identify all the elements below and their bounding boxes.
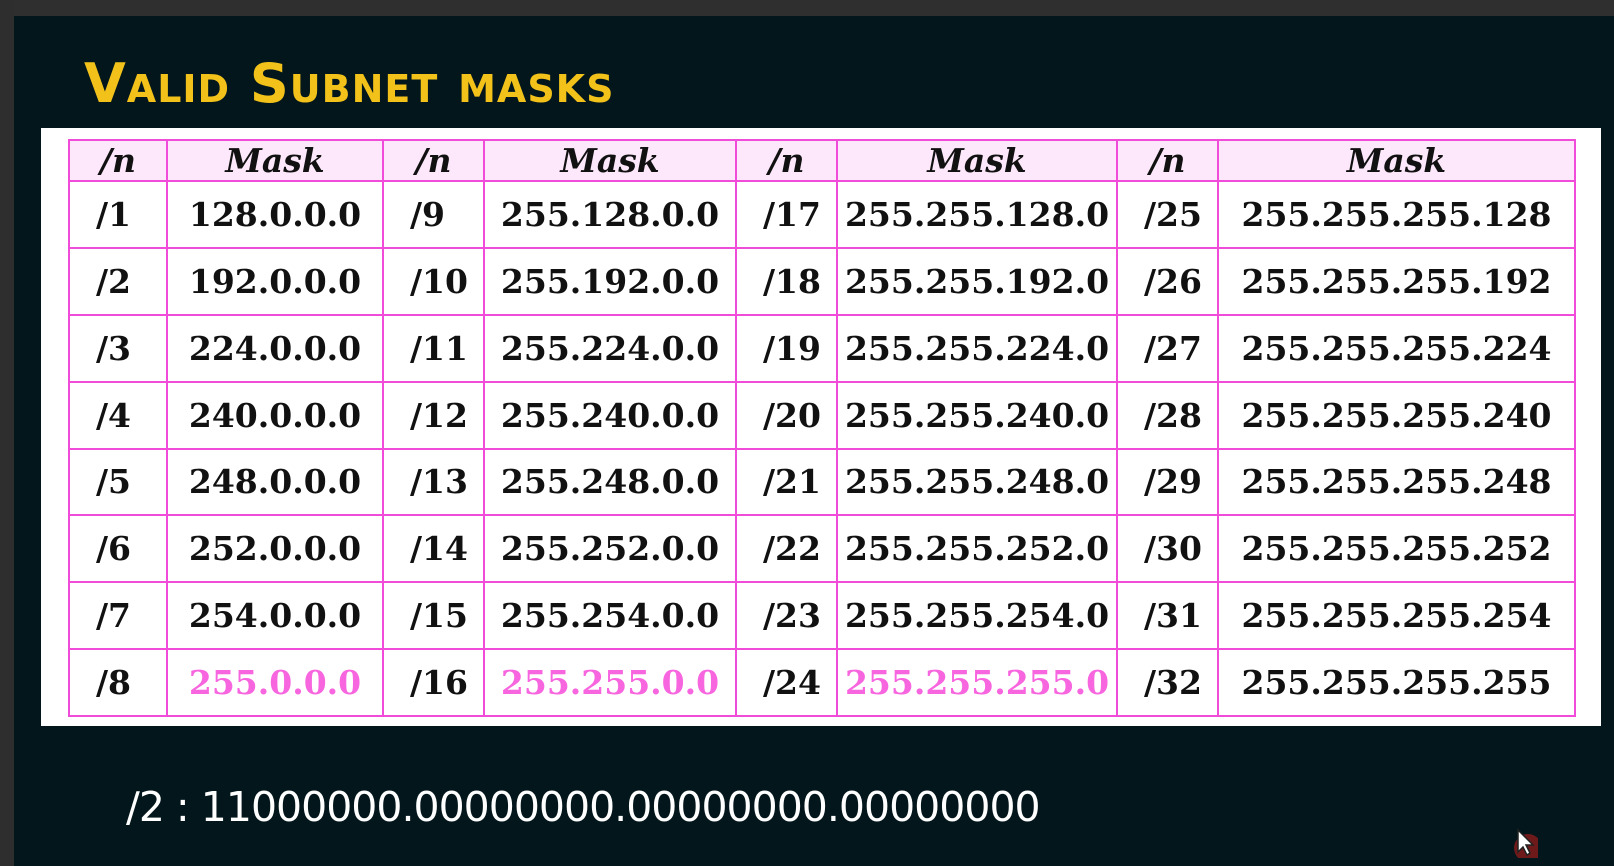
mask-cell: 255.128.0.0 — [483, 180, 737, 249]
mask-cell: 255.255.128.0 — [836, 180, 1118, 249]
prefix-cell: /2 — [68, 246, 168, 316]
header-mask: Mask — [166, 139, 384, 182]
prefix-cell: /18 — [735, 246, 838, 316]
mask-cell: 255.255.255.248 — [1217, 447, 1576, 517]
prefix-cell: /29 — [1116, 447, 1219, 517]
prefix-cell: /5 — [68, 447, 168, 517]
table-row: /1 128.0.0.0/9 255.128.0.0/17 255.255.128.0… — [68, 180, 1576, 249]
prefix-cell: /26 — [1116, 246, 1219, 316]
mask-cell: 255.255.192.0 — [836, 246, 1118, 316]
prefix-cell: /28 — [1116, 380, 1219, 450]
prefix-cell: /13 — [382, 447, 485, 517]
prefix-cell: /16 — [382, 648, 485, 717]
header-prefix: /n — [735, 139, 838, 182]
prefix-cell: /8 — [68, 648, 168, 717]
prefix-cell: /24 — [735, 648, 838, 717]
prefix-cell: /12 — [382, 380, 485, 450]
window-left-strip — [0, 0, 14, 866]
prefix-cell: /30 — [1116, 514, 1219, 584]
mask-cell: 248.0.0.0 — [166, 447, 384, 517]
mask-cell: 255.255.255.128 — [1217, 180, 1576, 249]
table-row: /4 240.0.0.0/12 255.240.0.0/20 255.255.240.… — [68, 380, 1576, 450]
header-mask: Mask — [836, 139, 1118, 182]
header-prefix: /n — [382, 139, 485, 182]
prefix-cell: /7 — [68, 581, 168, 651]
mask-cell: 255.255.255.252 — [1217, 514, 1576, 584]
mask-cell: 255.255.255.254 — [1217, 581, 1576, 651]
prefix-cell: /20 — [735, 380, 838, 450]
subnet-mask-table: /n Mask /n Mask /n Mask /n Mask /1 128.0.… — [68, 139, 1576, 717]
mask-cell: 255.192.0.0 — [483, 246, 737, 316]
table-body: /1 128.0.0.0/9 255.128.0.0/17 255.255.128.0… — [68, 180, 1576, 717]
window-top-strip — [0, 0, 1614, 16]
prefix-cell: /25 — [1116, 180, 1219, 249]
prefix-cell: /10 — [382, 246, 485, 316]
table-panel: /n Mask /n Mask /n Mask /n Mask /1 128.0.… — [41, 128, 1601, 726]
header-prefix: /n — [68, 139, 168, 182]
mask-cell: 252.0.0.0 — [166, 514, 384, 584]
table-row: /7 254.0.0.0/15 255.254.0.0/23 255.255.254.… — [68, 581, 1576, 651]
mask-cell: 255.255.240.0 — [836, 380, 1118, 450]
table-row: /5 248.0.0.0/13 255.248.0.0/21 255.255.248.… — [68, 447, 1576, 517]
mask-cell: 255.254.0.0 — [483, 581, 737, 651]
prefix-cell: /14 — [382, 514, 485, 584]
prefix-cell: /9 — [382, 180, 485, 249]
prefix-cell: /11 — [382, 313, 485, 383]
mask-cell: 240.0.0.0 — [166, 380, 384, 450]
table-row: /3 224.0.0.0/11 255.224.0.0/19 255.255.224.… — [68, 313, 1576, 383]
mask-cell: 255.255.255.255 — [1217, 648, 1576, 717]
prefix-cell: /19 — [735, 313, 838, 383]
mask-cell: 255.252.0.0 — [483, 514, 737, 584]
table-row: /2 192.0.0.0/10 255.192.0.0/18 255.255.192.… — [68, 246, 1576, 316]
presentation-slide: Valid Subnet masks /n Mask /n Mask /n — [14, 16, 1614, 866]
prefix-cell: /15 — [382, 581, 485, 651]
prefix-cell: /1 — [68, 180, 168, 249]
prefix-cell: /3 — [68, 313, 168, 383]
mask-cell: 255.255.248.0 — [836, 447, 1118, 517]
prefix-cell: /17 — [735, 180, 838, 249]
mask-cell: 255.255.0.0 — [483, 648, 737, 717]
mask-cell: 255.240.0.0 — [483, 380, 737, 450]
table-row: /6 252.0.0.0/14 255.252.0.0/22 255.255.252.… — [68, 514, 1576, 584]
header-mask: Mask — [483, 139, 737, 182]
mask-cell: 255.255.255.240 — [1217, 380, 1576, 450]
mask-cell: 255.255.252.0 — [836, 514, 1118, 584]
mask-cell: 255.0.0.0 — [166, 648, 384, 717]
mask-cell: 255.255.254.0 — [836, 581, 1118, 651]
prefix-cell: /22 — [735, 514, 838, 584]
table-header-row: /n Mask /n Mask /n Mask /n Mask — [68, 139, 1576, 182]
prefix-cell: /4 — [68, 380, 168, 450]
mask-cell: 255.224.0.0 — [483, 313, 737, 383]
table-row: /8 255.0.0.0/16 255.255.0.0/24 255.255.255.… — [68, 648, 1576, 717]
prefix-cell: /6 — [68, 514, 168, 584]
prefix-cell: /32 — [1116, 648, 1219, 717]
mask-cell: 255.255.255.224 — [1217, 313, 1576, 383]
mask-cell: 254.0.0.0 — [166, 581, 384, 651]
slide-title: Valid Subnet masks — [84, 52, 615, 115]
binary-mask-line: /2 : 11000000.00000000.00000000.00000000 — [126, 783, 1041, 831]
mask-cell: 192.0.0.0 — [166, 246, 384, 316]
prefix-cell: /31 — [1116, 581, 1219, 651]
header-prefix: /n — [1116, 139, 1219, 182]
mask-cell: 128.0.0.0 — [166, 180, 384, 249]
prefix-cell: /21 — [735, 447, 838, 517]
mask-cell: 224.0.0.0 — [166, 313, 384, 383]
prefix-cell: /27 — [1116, 313, 1219, 383]
mask-cell: 255.255.255.0 — [836, 648, 1118, 717]
mask-cell: 255.255.255.192 — [1217, 246, 1576, 316]
mask-cell: 255.255.224.0 — [836, 313, 1118, 383]
mask-cell: 255.248.0.0 — [483, 447, 737, 517]
header-mask: Mask — [1217, 139, 1576, 182]
prefix-cell: /23 — [735, 581, 838, 651]
pointer-cursor-icon — [1514, 828, 1538, 858]
